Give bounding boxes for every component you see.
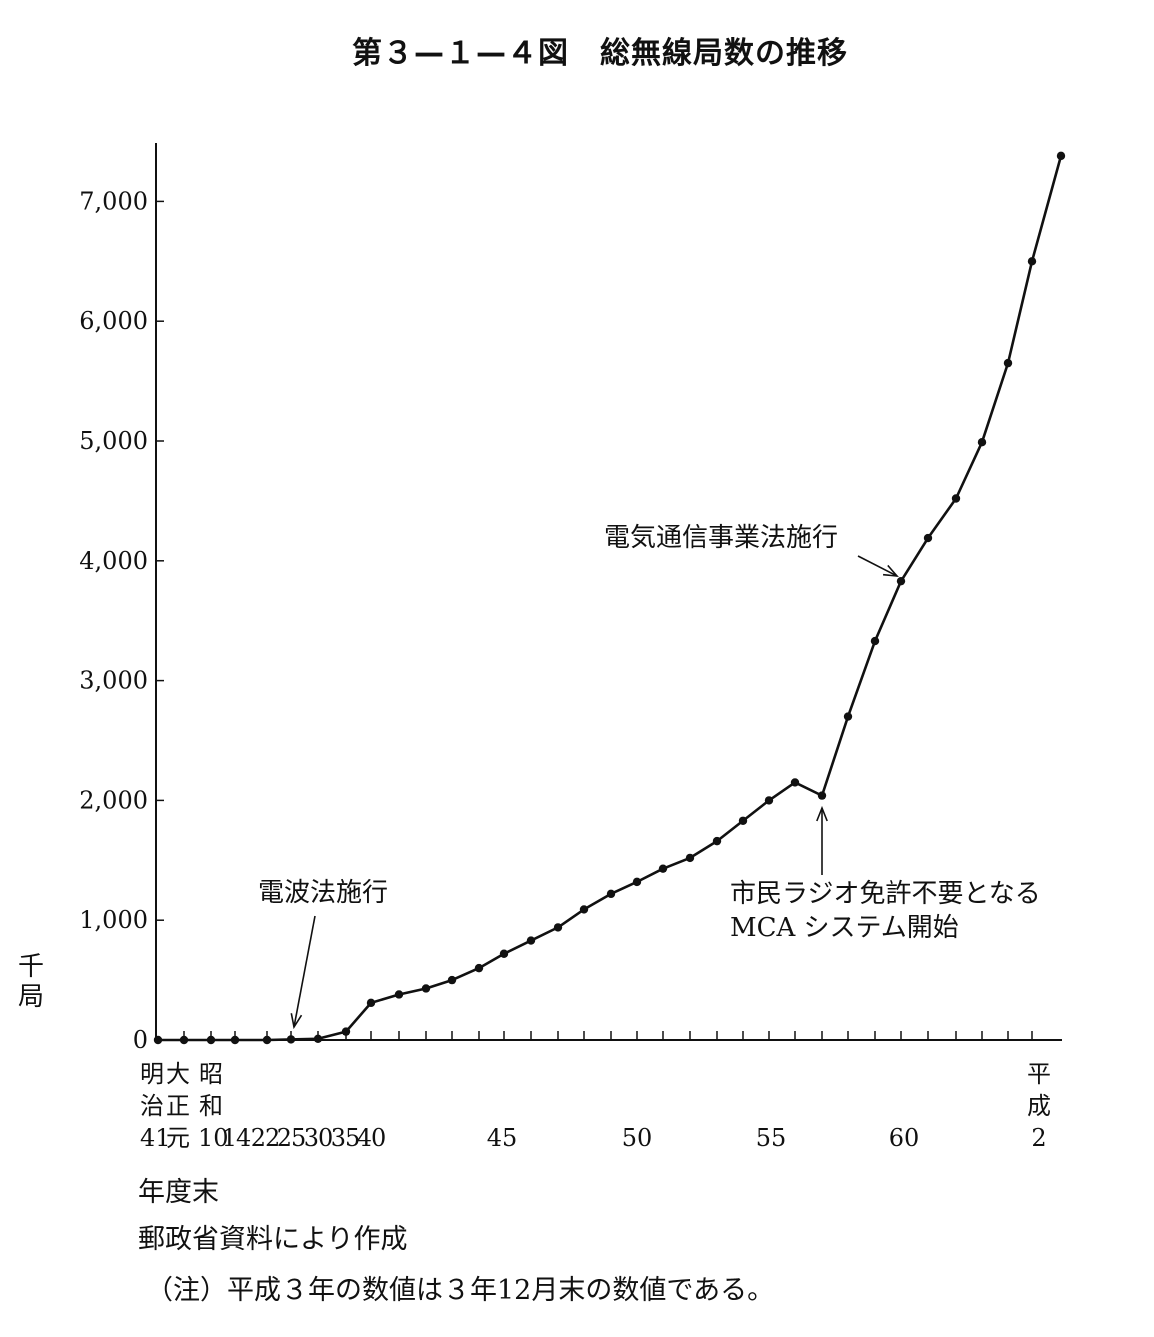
data-point [262, 1035, 272, 1045]
y-tick-label: 3,000 [79, 667, 148, 695]
arrow-citizen-radio-head [816, 805, 828, 822]
y-tick-label: 1,000 [79, 906, 148, 934]
footnote: （注）平成３年の数値は３年12月末の数値である。 [146, 1275, 775, 1306]
annotation-telecom-law: 電気通信事業法施行 [604, 523, 839, 553]
data-point [951, 494, 961, 503]
y-tick-label: 6,000 [79, 307, 148, 335]
y-tick-label: 2,000 [79, 786, 148, 814]
data-point [870, 636, 880, 646]
data-point [685, 853, 695, 863]
x-era-heisei: 平 成 2 [1027, 1060, 1051, 1152]
source-note: 郵政省資料により作成 [138, 1224, 408, 1255]
y-tick-label: 5,000 [79, 427, 148, 455]
x-tick-label-50: 50 [621, 1124, 653, 1152]
arrow-radio-law [293, 915, 316, 1028]
y-unit-char-1: 千 [17, 952, 44, 982]
data-point [712, 836, 722, 846]
data-point [1056, 151, 1066, 161]
data-point [579, 905, 589, 914]
data-point [286, 1035, 296, 1044]
annotation-citizen-radio: 市民ラジオ免許不要となる MCA システム開始 [730, 877, 1041, 945]
x-tick-label-25: 25 [276, 1124, 307, 1152]
annotation-arrows [290, 555, 899, 1030]
data-point [421, 984, 431, 993]
y-unit-char-2: 局 [17, 982, 44, 1012]
arrow-telecom-law [857, 555, 898, 577]
x-tick-label-45: 45 [486, 1124, 518, 1152]
x-era-taisho: 大 正 元 [166, 1060, 190, 1152]
x-tick-label-14: 14 [221, 1124, 252, 1152]
data-point [313, 1034, 323, 1044]
data-point [179, 1035, 189, 1045]
data-point [526, 936, 536, 945]
x-tick-label-40: 40 [356, 1124, 387, 1152]
chart-title: 第３—１—４図 総無線局数の推移 [352, 36, 848, 71]
y-axis-ticks: 0 1,000 2,000 3,000 4,000 5,000 6,000 7,000 [79, 187, 164, 1054]
data-point [738, 816, 748, 825]
data-point [366, 998, 376, 1008]
x-tick-label-35: 35 [330, 1124, 361, 1152]
arrow-telecom-law-head [882, 564, 899, 577]
x-era-showa: 昭 和 10 [198, 1060, 229, 1152]
y-axis-unit-label: 千 局 [16, 952, 46, 1012]
data-point [499, 949, 509, 958]
data-point [153, 1035, 163, 1045]
data-point [632, 877, 642, 887]
data-point [790, 778, 800, 787]
data-point [658, 864, 668, 873]
y-tick-label: 7,000 [79, 187, 148, 215]
x-tick-label-60: 60 [888, 1124, 920, 1152]
x-tick-label-30: 30 [303, 1124, 334, 1152]
data-point [977, 437, 987, 447]
data-point [394, 990, 404, 999]
x-tick-label-55: 55 [755, 1124, 787, 1152]
x-tick-label-22: 22 [250, 1124, 281, 1152]
data-point [843, 712, 853, 721]
annotation-citizen-radio-line1: 市民ラジオ免許不要となる [730, 879, 1041, 909]
data-point [474, 963, 484, 973]
y-tick-label: 4,000 [79, 547, 148, 575]
data-point [764, 796, 774, 805]
x-era-meiji: 明 治 41 [140, 1060, 171, 1152]
data-point [341, 1027, 351, 1036]
annotation-citizen-radio-line2: MCA システム開始 [730, 913, 959, 943]
x-axis-title: 年度末 [138, 1177, 219, 1208]
data-point [447, 975, 457, 985]
y-tick-label: 0 [133, 1026, 148, 1054]
data-point [606, 889, 616, 899]
data-point [553, 923, 563, 932]
arrow-radio-law-head [290, 1013, 303, 1030]
data-point [206, 1035, 216, 1045]
data-series [153, 151, 1066, 1045]
data-point [230, 1035, 240, 1045]
annotation-radio-law: 電波法施行 [258, 878, 389, 908]
data-point [1027, 257, 1037, 266]
data-point [896, 576, 906, 586]
data-point [817, 791, 827, 800]
data-point [1003, 358, 1013, 368]
data-point [923, 533, 933, 543]
